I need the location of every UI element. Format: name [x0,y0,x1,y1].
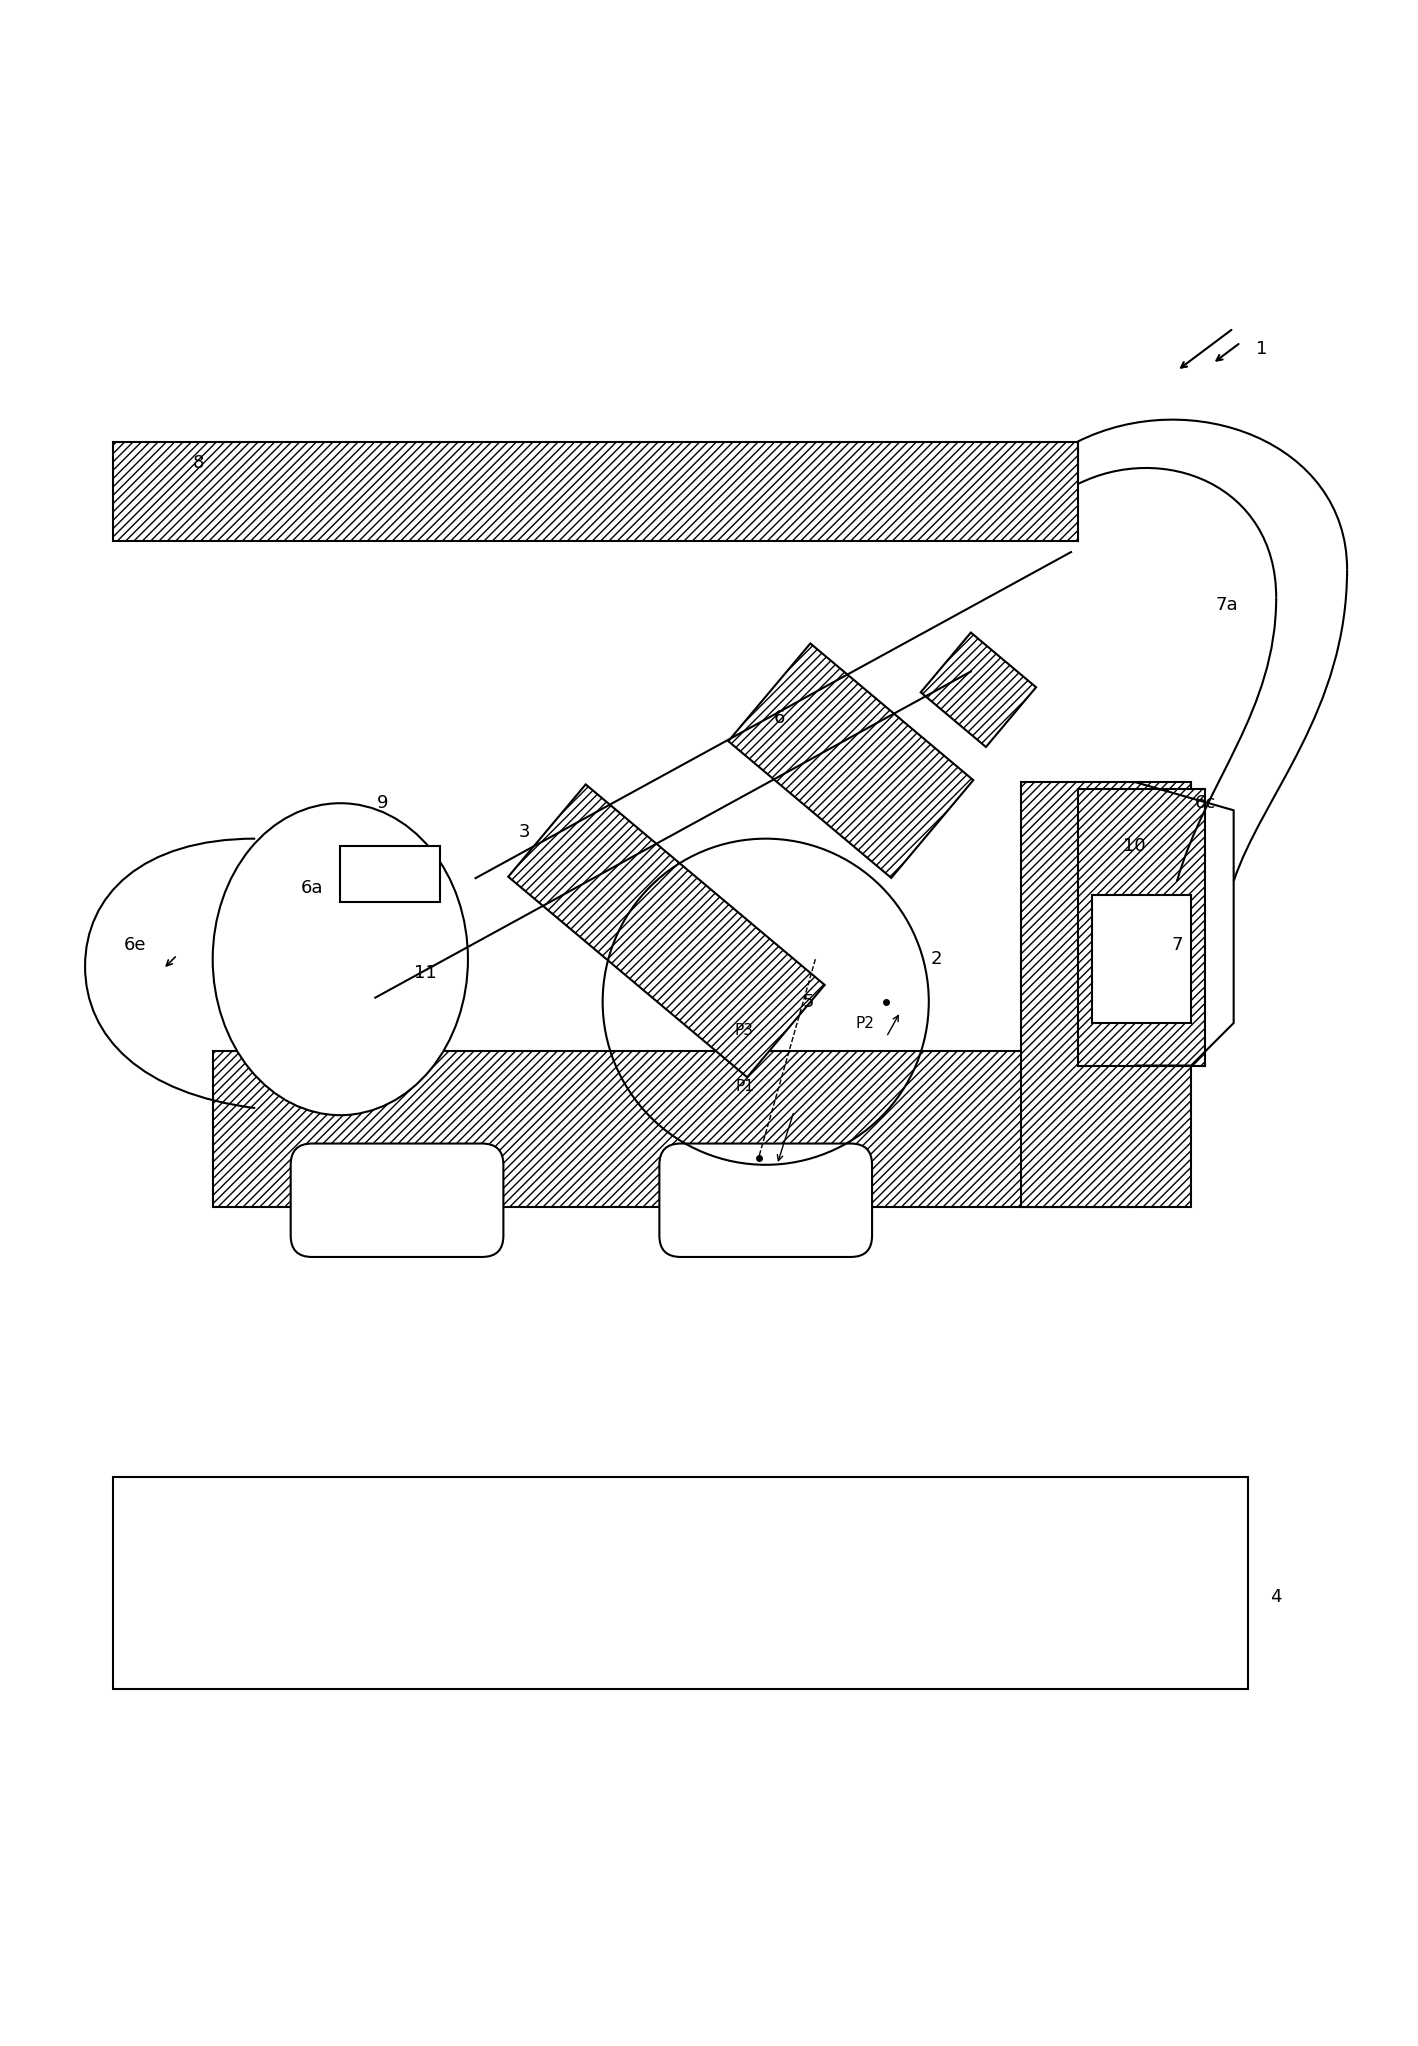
Polygon shape [508,784,825,1078]
Text: 4: 4 [1271,1588,1282,1606]
Text: 6: 6 [774,710,786,726]
Polygon shape [729,642,973,878]
Bar [113,1477,1248,1690]
Ellipse shape [213,804,468,1115]
Text: 8: 8 [193,454,204,473]
Text: 3: 3 [519,822,530,841]
FancyBboxPatch shape [291,1144,503,1256]
Text: 7a: 7a [1215,595,1238,614]
Text: 2: 2 [930,949,942,968]
Text: 11: 11 [414,964,437,982]
Text: P3: P3 [735,1023,754,1037]
Bar [1021,782,1191,1207]
Text: 6a: 6a [301,880,323,898]
Text: 6c: 6c [1195,794,1215,812]
Text: 10: 10 [1123,837,1146,855]
Text: P2: P2 [855,1015,875,1031]
Text: 7: 7 [1171,935,1183,953]
Text: 6e: 6e [123,935,146,953]
Text: 1: 1 [1256,340,1268,358]
Bar [113,442,1078,540]
FancyBboxPatch shape [659,1144,872,1256]
Bar [340,845,440,902]
Text: 9: 9 [377,794,389,812]
Text: P1: P1 [735,1080,754,1095]
Bar [1092,896,1191,1023]
Polygon shape [920,632,1037,747]
Bar [213,1052,1134,1207]
Text: 5: 5 [803,992,814,1011]
Bar [1078,790,1205,1066]
